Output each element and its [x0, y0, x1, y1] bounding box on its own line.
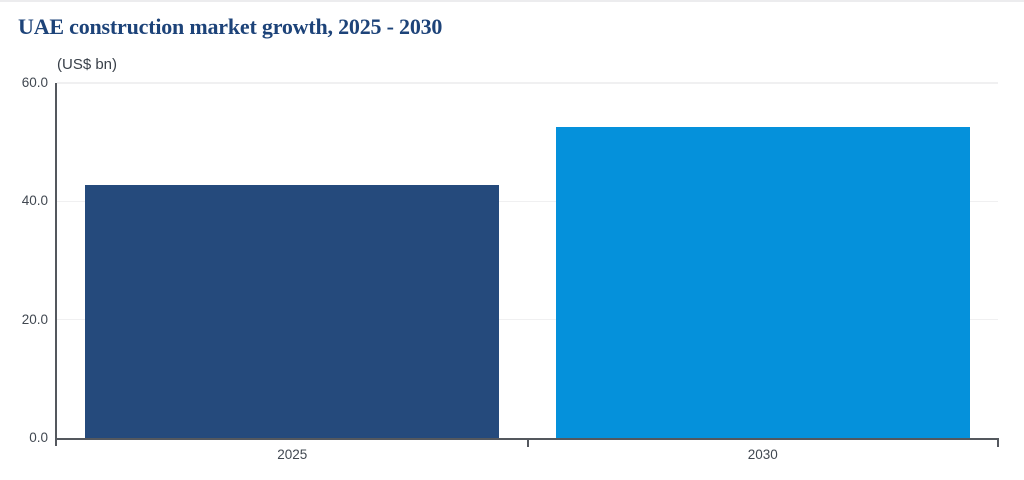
bar-2030 — [555, 126, 970, 438]
y-tick-label: 0.0 — [29, 430, 48, 445]
y-axis-line — [55, 83, 57, 446]
x-axis-tick — [997, 440, 999, 447]
gridline-20 — [57, 318, 998, 321]
y-tick-label: 40.0 — [21, 193, 48, 209]
gridline-60 — [57, 82, 998, 84]
x-tick-label-2030: 2030 — [747, 447, 778, 462]
x-axis-tick — [526, 440, 529, 447]
gridline-40 — [57, 200, 998, 203]
y-tick-label: 20.0 — [21, 311, 48, 327]
bar-2025 — [85, 185, 500, 438]
chart-title: UAE construction market growth, 2025 - 2… — [18, 14, 443, 39]
y-tick-label: 60.0 — [21, 75, 48, 90]
x-axis-line — [55, 438, 999, 440]
x-tick-label-2025: 2025 — [277, 447, 308, 462]
unit-label: (US$ bn) — [57, 56, 118, 73]
